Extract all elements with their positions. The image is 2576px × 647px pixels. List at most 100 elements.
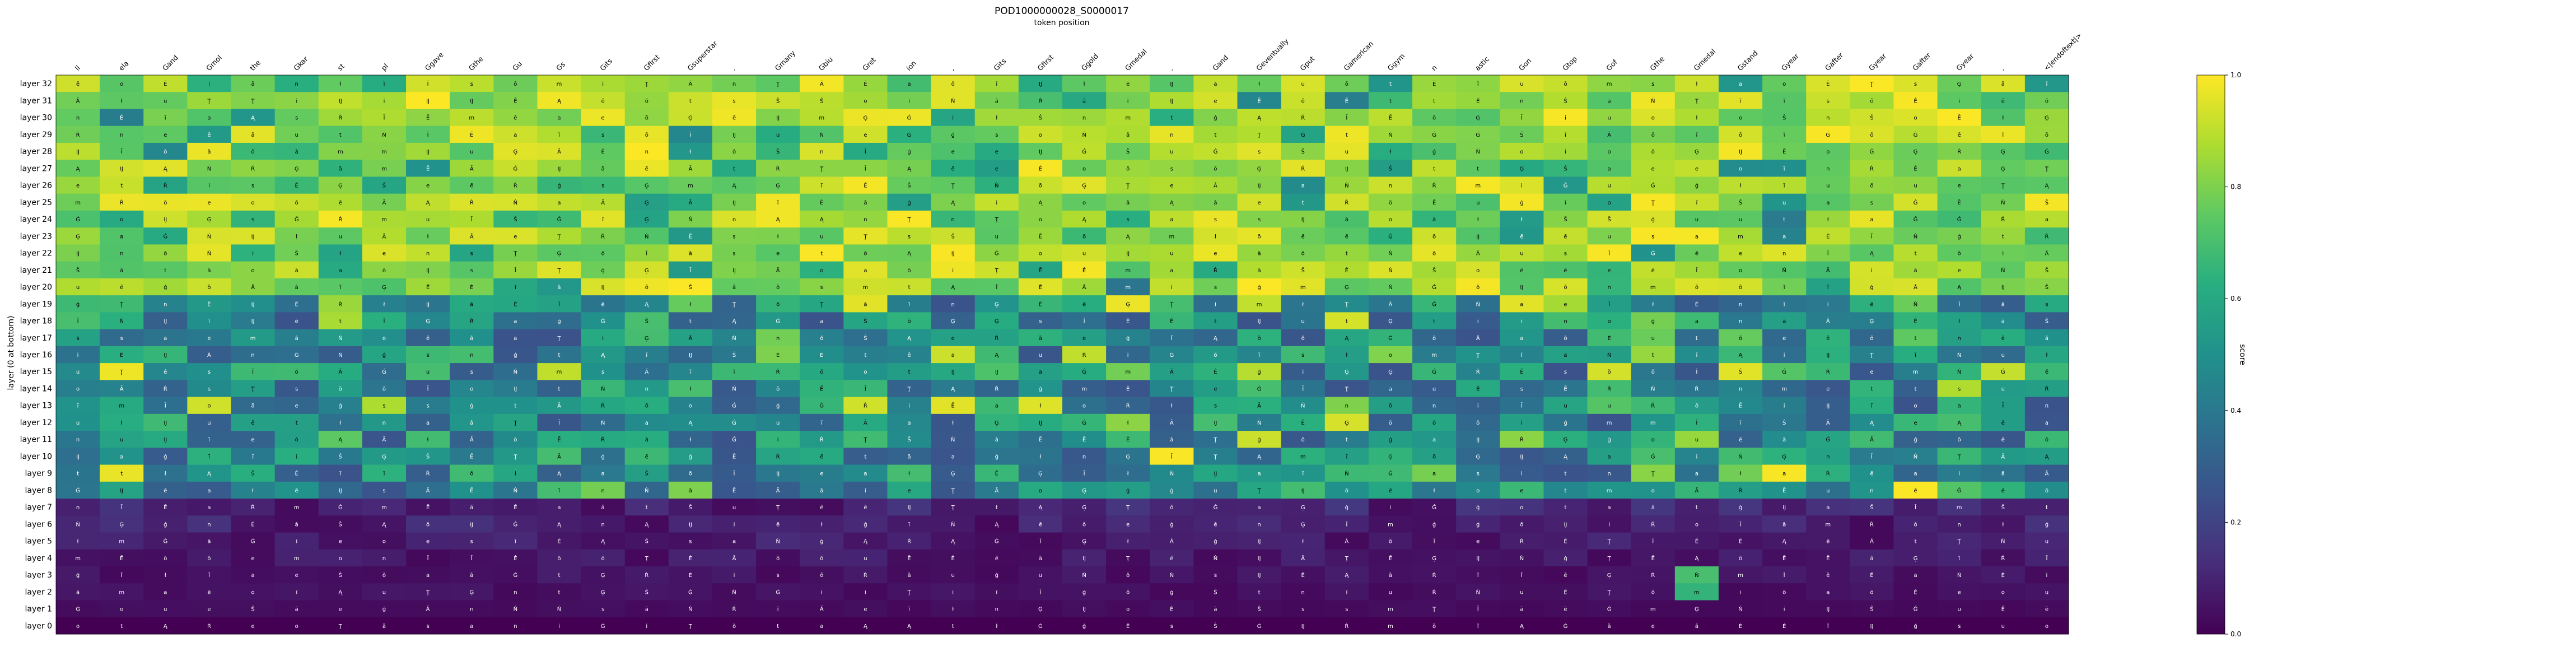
heatmap-cell [1456, 583, 1500, 601]
cell-label: Ī [77, 318, 79, 325]
heatmap-cell [318, 142, 363, 160]
cell-label: i [1784, 607, 1785, 613]
cell-label: ŏ [1214, 352, 1217, 359]
heatmap-cell [100, 227, 144, 245]
cell-label: Ā [820, 606, 824, 613]
heatmap-cell [1018, 160, 1063, 177]
y-tick-label: layer 1 [25, 605, 52, 614]
cell-label: ģ [1345, 505, 1348, 511]
heatmap-cell [493, 583, 538, 601]
heatmap-cell [1631, 75, 1676, 92]
cell-label: a [207, 505, 211, 511]
heatmap-cell [1456, 617, 1500, 635]
heatmap-cell [231, 329, 276, 347]
cell-label: ĩ [1477, 572, 1479, 579]
cell-label: Ā [557, 453, 561, 460]
heatmap-cell [1500, 193, 1544, 211]
cell-label: a [1826, 505, 1830, 511]
heatmap-cell [1631, 363, 1676, 380]
cell-label: Ĳ [1214, 471, 1217, 477]
cell-label: Ģ [1388, 369, 1393, 375]
cell-label: t [1915, 539, 1917, 545]
cell-label: ł [1696, 115, 1697, 122]
heatmap-cell [56, 549, 100, 567]
cell-label: s [1345, 607, 1348, 613]
cell-label: ō [1870, 336, 1873, 342]
heatmap-cell [624, 312, 669, 330]
heatmap-cell [1106, 600, 1150, 618]
heatmap-cell [974, 278, 1019, 296]
heatmap-cell [493, 109, 538, 127]
heatmap-cell [143, 75, 188, 92]
heatmap-cell [1412, 295, 1457, 313]
heatmap-cell [1237, 227, 1282, 245]
heatmap-cell [1806, 193, 1850, 211]
cell-label: o [1608, 200, 1611, 206]
cell-label: u [295, 132, 298, 138]
cell-label: Ŝ [251, 470, 254, 477]
cell-label: e [1608, 268, 1611, 274]
cell-label: o [1082, 200, 1086, 206]
cell-label: Ţ [1257, 132, 1262, 138]
heatmap-cell [712, 583, 757, 601]
heatmap-cell [1324, 160, 1369, 177]
heatmap-cell [1674, 448, 1719, 466]
cell-label: Ē [2001, 606, 2005, 613]
cell-label: ŏ [1301, 97, 1305, 104]
heatmap-cell [1237, 346, 1282, 364]
heatmap-cell [1500, 160, 1544, 177]
cell-label: Ī [427, 555, 429, 562]
heatmap-cell [1106, 261, 1150, 279]
cell-label: Ţ [951, 505, 955, 511]
cell-label: m [1607, 488, 1612, 494]
cell-label: m [1738, 234, 1743, 240]
cell-label: ŏ [1126, 589, 1130, 595]
x-tick-label: Gthe [1648, 54, 1666, 72]
heatmap-cell [1587, 210, 1632, 228]
cell-label: Ā [1170, 538, 1174, 545]
heatmap-cell [274, 75, 319, 92]
heatmap-cell [100, 125, 144, 143]
cell-label: ō [164, 556, 167, 562]
heatmap-cell [2024, 125, 2069, 143]
heatmap-cell [318, 549, 363, 567]
heatmap-cell [974, 295, 1019, 313]
heatmap-cell [1543, 481, 1588, 499]
heatmap-cell [1193, 125, 1238, 143]
heatmap-cell [668, 600, 713, 618]
cell-label: Ą [557, 522, 562, 528]
cell-label: Ā [120, 385, 124, 392]
cell-label: Ē [1782, 148, 1786, 155]
heatmap-cell [406, 193, 450, 211]
heatmap-cell [1500, 278, 1544, 296]
heatmap-cell [931, 210, 976, 228]
cell-label: Ģ [1301, 522, 1305, 528]
heatmap-cell [1062, 227, 1107, 245]
heatmap-cell [1456, 499, 1500, 516]
heatmap-cell [1368, 109, 1413, 127]
cell-label: Ţ [1695, 98, 1699, 104]
heatmap-cell [1674, 261, 1719, 279]
cell-label: i [1521, 319, 1523, 325]
cell-label: ō [645, 285, 648, 291]
heatmap-cell [624, 600, 669, 618]
heatmap-cell [1631, 532, 1676, 550]
heatmap-cell [231, 600, 276, 618]
heatmap-cell [143, 160, 188, 177]
heatmap-cell [537, 397, 582, 415]
heatmap-cell [1062, 566, 1107, 584]
heatmap-cell [1674, 244, 1719, 262]
heatmap-cell [1587, 193, 1632, 211]
cell-label: Ŕ [1651, 520, 1655, 528]
heatmap-cell [1281, 464, 1326, 482]
heatmap-cell [100, 210, 144, 228]
cell-label: m [381, 166, 387, 172]
cell-label: Ţ [645, 81, 649, 87]
cell-label: ē [2001, 336, 2005, 342]
heatmap-cell [756, 312, 800, 330]
heatmap-cell [1193, 312, 1238, 330]
heatmap-cell [2024, 481, 2069, 499]
cell-label: ł [339, 251, 341, 257]
heatmap-cell [624, 583, 669, 601]
x-tick-label: Gamerican [1342, 39, 1375, 72]
